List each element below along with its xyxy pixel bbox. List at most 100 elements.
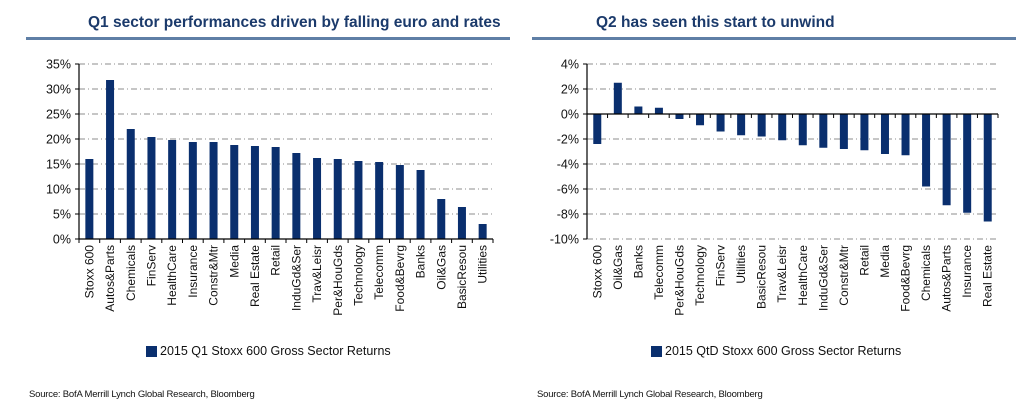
- y-tick-label: 4%: [561, 58, 579, 72]
- y-tick-label: -8%: [557, 208, 579, 222]
- x-tick-label: Stoxx 600: [590, 245, 604, 299]
- bar-chart-q1: 0% 5% 10% 15% 20% 25% 30% 35% Stoxx 600 Autos&Par…: [46, 58, 494, 316]
- chart-legend: 2015 QtD Stoxx 600 Gross Sector Returns: [651, 344, 901, 358]
- bar: [313, 158, 322, 239]
- x-tick-label: Retail: [857, 245, 871, 276]
- bar: [737, 114, 746, 136]
- bar: [860, 114, 869, 151]
- legend-label: 2015 Q1 Stoxx 600 Gross Sector Returns: [160, 344, 391, 358]
- bar: [333, 159, 342, 239]
- x-tick-label: Telecomm: [652, 245, 666, 300]
- x-tick-label: Banks: [414, 245, 428, 278]
- legend-swatch: [146, 345, 157, 357]
- y-tick-label: 0%: [53, 233, 71, 247]
- x-tick-label: BasicResou: [455, 245, 469, 309]
- x-tick-label: Trav&Leisr: [775, 245, 789, 303]
- right-chart-panel: Q2 has seen this start to unwind -10% -8%…: [510, 0, 1016, 416]
- y-tick-label: 5%: [53, 208, 71, 222]
- legend-swatch: [651, 345, 662, 357]
- bar: [126, 129, 135, 239]
- x-tick-label: Telecomm: [372, 245, 386, 300]
- y-tick-label: 0%: [561, 108, 579, 122]
- bar: [437, 199, 446, 239]
- bar: [271, 147, 280, 239]
- bar: [757, 114, 766, 137]
- bar: [654, 107, 663, 114]
- y-tick-label: 20%: [46, 133, 71, 147]
- y-tick-label: -4%: [557, 158, 579, 172]
- x-tick-label: Technology: [351, 245, 365, 306]
- x-tick-label: Constr&Mtr: [207, 245, 221, 306]
- x-tick-label: Oil&Gas: [434, 245, 448, 290]
- bar: [963, 114, 972, 213]
- bar: [696, 114, 705, 126]
- x-tick-label: Utilities: [476, 245, 490, 284]
- bar: [395, 165, 404, 239]
- x-tick-label: Retail: [269, 245, 283, 276]
- source-note: Source: BofA Merrill Lynch Global Resear…: [29, 389, 255, 400]
- bar: [85, 159, 94, 239]
- bar: [613, 82, 622, 114]
- x-tick-label: Real Estate: [248, 245, 262, 307]
- x-tick-label: Oil&Gas: [611, 245, 625, 290]
- y-tick-label: -6%: [557, 183, 579, 197]
- x-tick-label: Insurance: [186, 245, 200, 298]
- bar: [292, 153, 301, 239]
- y-tick-label: -2%: [557, 133, 579, 147]
- title-rule: [26, 37, 510, 40]
- x-tick-label: FinServ: [714, 245, 728, 286]
- left-chart-panel: Q1 sector performances driven by falling…: [26, 14, 510, 400]
- bar: [839, 114, 848, 149]
- chart-title: Q1 sector performances driven by falling…: [88, 14, 501, 31]
- x-tick-label: Food&Bevrg: [899, 245, 913, 312]
- bar: [675, 114, 684, 119]
- y-tick-label: 10%: [46, 183, 71, 197]
- bar: [457, 207, 466, 239]
- x-tick-label: Stoxx 600: [82, 245, 96, 299]
- bar: [375, 162, 384, 239]
- x-tick-label: Food&Bevrg: [393, 245, 407, 312]
- source-note: Source: BofA Merrill Lynch Global Resear…: [537, 389, 763, 400]
- bar: [901, 114, 910, 156]
- x-tick-label: Per&HouGds: [331, 245, 345, 316]
- title-rule: [532, 37, 1016, 40]
- bar: [983, 114, 992, 222]
- x-tick-label: Real Estate: [981, 245, 995, 307]
- x-tick-label: FinServ: [144, 245, 158, 286]
- x-tick-label: Banks: [631, 245, 645, 278]
- bar: [250, 146, 259, 239]
- y-tick-label: 35%: [46, 58, 71, 72]
- x-tick-label: HealthCare: [796, 245, 810, 306]
- bar: [168, 140, 177, 239]
- x-tick-label: BasicResou: [755, 245, 769, 309]
- chart-title: Q2 has seen this start to unwind: [596, 14, 835, 31]
- bar: [798, 114, 807, 146]
- y-tick-label: -10%: [550, 233, 579, 247]
- y-tick-label: 25%: [46, 108, 71, 122]
- bar: [634, 106, 643, 114]
- bar: [880, 114, 889, 154]
- bar-chart-q2: -10% -8% -6% -4% -2% 0% 2% 4% Stoxx 600 Oil&Gas Ba…: [550, 58, 999, 316]
- y-tick-label: 15%: [46, 158, 71, 172]
- x-tick-label: InduGd&Ser: [816, 245, 830, 311]
- bar: [354, 161, 363, 239]
- x-tick-label: Chemicals: [124, 245, 138, 301]
- x-tick-label: HealthCare: [165, 245, 179, 306]
- bar: [778, 114, 787, 141]
- bar: [922, 114, 931, 187]
- bar: [593, 114, 602, 144]
- x-tick-label: Chemicals: [919, 245, 933, 301]
- bar: [230, 145, 239, 239]
- y-tick-label: 30%: [46, 83, 71, 97]
- x-tick-label: Autos&Parts: [940, 245, 954, 312]
- x-tick-label: Insurance: [960, 245, 974, 298]
- x-tick-label: Technology: [693, 245, 707, 306]
- y-tick-label: 2%: [561, 83, 579, 97]
- x-tick-label: Media: [227, 245, 241, 278]
- bar: [209, 142, 218, 239]
- bar: [106, 80, 115, 239]
- x-tick-label: Utilities: [734, 245, 748, 284]
- x-tick-label: Trav&Leisr: [310, 245, 324, 303]
- legend-label: 2015 QtD Stoxx 600 Gross Sector Returns: [665, 344, 902, 358]
- x-tick-label: Constr&Mtr: [837, 245, 851, 306]
